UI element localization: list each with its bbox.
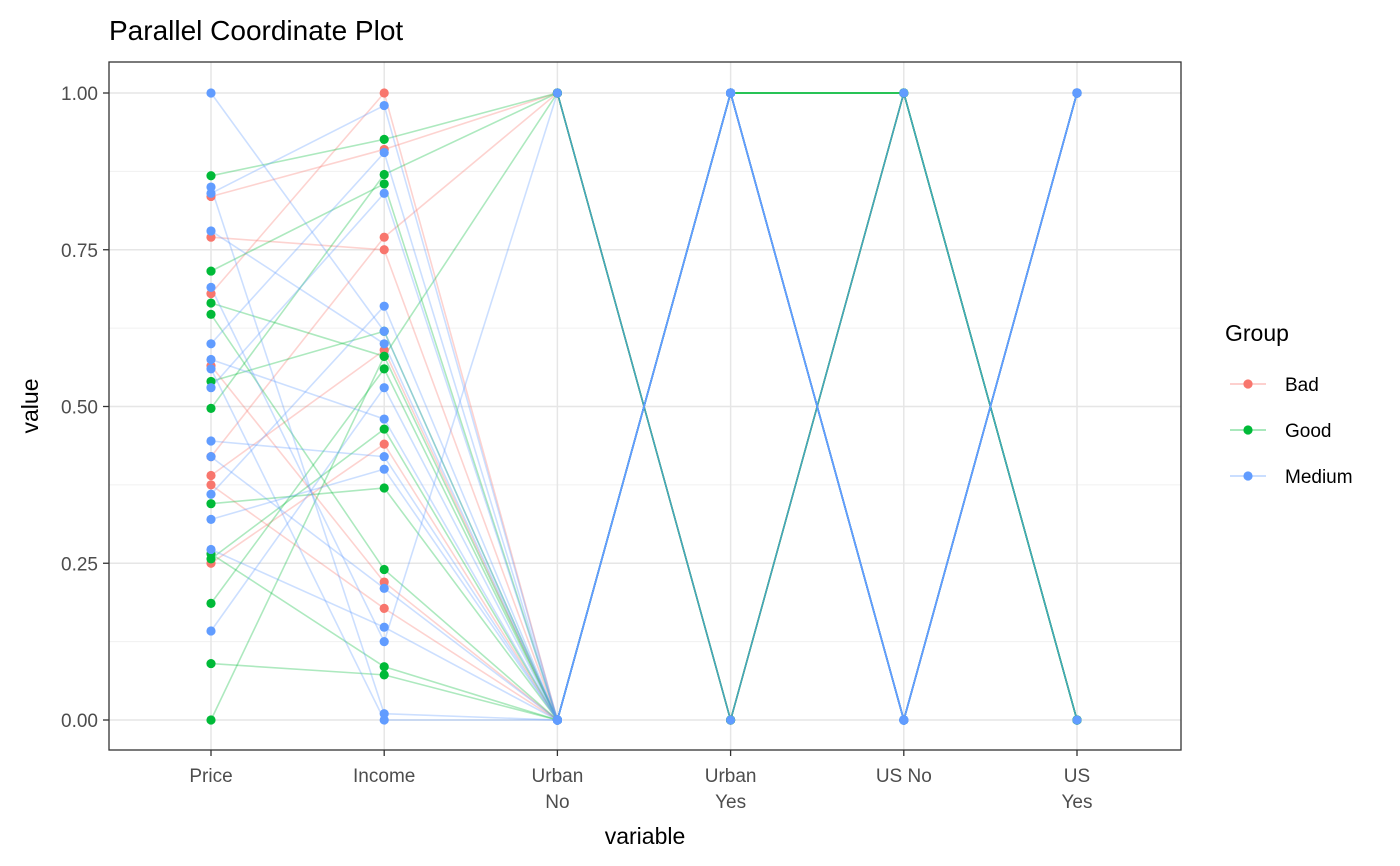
data-point-medium: [379, 326, 389, 336]
data-point-good: [379, 424, 389, 434]
series-line-medium: [556, 90, 1078, 723]
data-point-medium: [206, 489, 216, 499]
data-point-medium: [379, 383, 389, 393]
data-point-good: [206, 298, 216, 308]
x-axis-title: variable: [605, 823, 686, 849]
data-point-good: [206, 715, 216, 725]
data-point-bad: [379, 88, 389, 98]
data-point-good: [379, 179, 389, 189]
data-point-good: [379, 483, 389, 493]
data-point-medium: [379, 622, 389, 632]
data-point-good: [379, 364, 389, 374]
data-point-medium: [379, 301, 389, 311]
series-lines: [210, 89, 1078, 724]
data-point-medium: [379, 147, 389, 158]
x-tick-label: Price: [189, 766, 232, 787]
data-point-good: [206, 598, 216, 608]
data-point-medium: [206, 626, 216, 636]
data-point-good: [206, 658, 216, 669]
data-point-medium: [379, 414, 389, 424]
data-point-medium: [379, 188, 389, 198]
data-point-bad: [379, 439, 389, 449]
legend-label-good: Good: [1285, 421, 1331, 442]
data-point-medium: [206, 436, 216, 446]
data-point-medium: [379, 583, 389, 593]
data-point-medium: [1072, 715, 1082, 725]
data-point-good: [206, 554, 216, 564]
data-point-medium: [206, 88, 216, 98]
x-tick-label: Urban: [705, 766, 757, 787]
x-tick-label: Yes: [1062, 792, 1093, 813]
data-point-good: [379, 134, 389, 144]
data-point-medium: [206, 188, 216, 198]
data-point-medium: [206, 544, 216, 555]
data-point-good: [379, 351, 389, 361]
data-point-good: [379, 662, 389, 672]
data-point-bad: [206, 480, 216, 490]
chart-title: Parallel Coordinate Plot: [109, 15, 403, 46]
x-tick-label: US No: [876, 766, 932, 787]
legend-label-medium: Medium: [1285, 467, 1353, 488]
data-point-medium: [379, 100, 389, 111]
data-point-medium: [206, 339, 216, 349]
y-tick-label: 0.50: [61, 398, 98, 419]
data-point-good: [206, 309, 216, 319]
data-point-medium: [726, 715, 736, 725]
x-tick-label: Urban: [532, 766, 584, 787]
data-point-medium: [552, 715, 563, 725]
data-point-medium: [206, 282, 216, 292]
x-tick-label: No: [545, 792, 569, 813]
y-tick-label: 0.75: [61, 241, 98, 262]
data-point-medium: [379, 339, 389, 349]
x-tick-label: Income: [353, 766, 415, 787]
data-point-medium: [379, 464, 389, 474]
data-point-medium: [726, 88, 736, 98]
data-point-bad: [379, 603, 389, 613]
legend: Group Bad Good Medium: [1225, 320, 1353, 488]
data-point-medium: [206, 364, 216, 374]
data-point-medium: [899, 88, 909, 98]
data-point-bad: [206, 470, 216, 481]
y-tick-label: 0.25: [61, 554, 98, 575]
axis-ticks: 0.00 0.25 0.50 0.75 1.00 Price Income Urban No Ur…: [61, 84, 1092, 813]
x-tick-label: Yes: [715, 792, 746, 813]
data-point-medium: [379, 637, 389, 647]
data-point-good: [379, 670, 389, 680]
data-point-good: [379, 564, 389, 575]
x-tick-label: US: [1064, 766, 1090, 787]
legend-label-bad: Bad: [1285, 375, 1319, 396]
data-point-medium: [206, 383, 216, 393]
legend-title: Group: [1225, 320, 1289, 346]
y-tick-label: 1.00: [61, 84, 98, 105]
data-point-good: [206, 499, 216, 509]
data-point-medium: [552, 88, 563, 98]
data-point-medium: [206, 514, 216, 524]
data-point-medium: [206, 452, 216, 462]
legend-key-point: [1243, 425, 1253, 435]
data-point-medium: [206, 226, 216, 236]
data-point-good: [379, 169, 389, 180]
data-point-medium: [379, 452, 389, 462]
data-point-bad: [379, 232, 389, 242]
data-point-good: [206, 266, 216, 276]
legend-key-point: [1243, 379, 1253, 389]
y-tick-label: 0.00: [61, 711, 98, 732]
data-point-bad: [379, 245, 389, 255]
data-point-good: [206, 171, 216, 181]
y-axis-title: value: [17, 379, 43, 434]
data-point-good: [206, 403, 216, 413]
data-point-medium: [1072, 88, 1082, 98]
legend-key-point: [1243, 471, 1253, 481]
data-point-medium: [379, 715, 389, 725]
data-point-medium: [899, 715, 909, 725]
data-point-medium: [206, 354, 216, 365]
series-points: [206, 88, 1082, 725]
